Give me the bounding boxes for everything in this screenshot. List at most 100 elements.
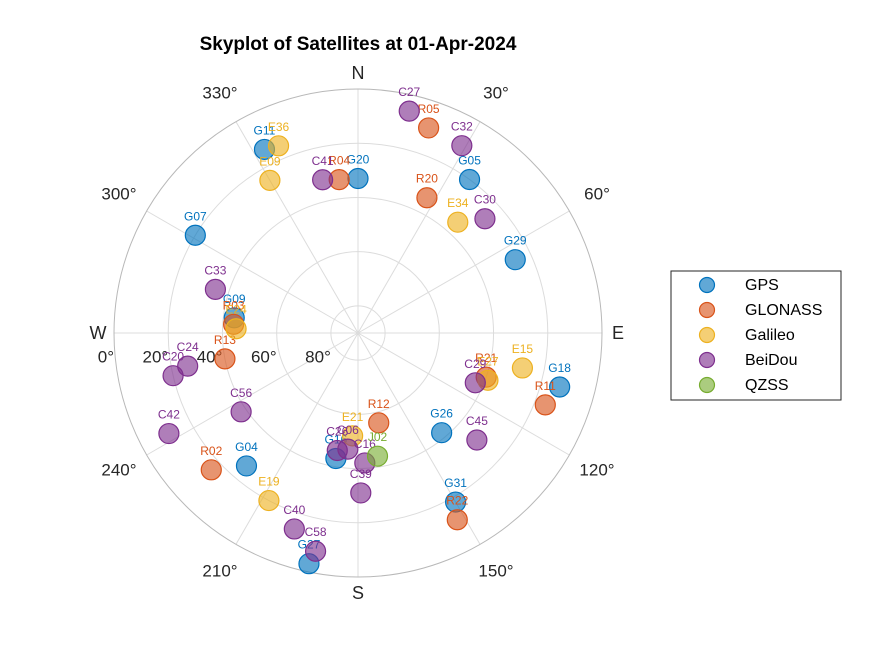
satellite-label: R11 bbox=[535, 379, 556, 393]
azimuth-spoke bbox=[357, 332, 570, 456]
satellite-points: G11G20G05G07G29G09G18G26G16G04G31G27R05R… bbox=[158, 85, 571, 575]
satellite-marker bbox=[312, 169, 334, 191]
legend-label: GPS bbox=[745, 277, 779, 294]
satellite-marker bbox=[534, 394, 556, 416]
satellite-label: C33 bbox=[204, 263, 226, 277]
satellite-marker bbox=[214, 348, 236, 370]
azimuth-tick-label: 60° bbox=[584, 184, 610, 203]
satellite-label: G31 bbox=[444, 476, 467, 490]
satellite-marker bbox=[431, 422, 453, 444]
satellite-marker bbox=[204, 278, 227, 301]
satellite-label: C20 bbox=[162, 350, 184, 364]
compass-label-e: E bbox=[612, 323, 624, 343]
satellite-marker bbox=[511, 357, 534, 379]
satellite-marker bbox=[398, 100, 420, 122]
satellite-label: G20 bbox=[347, 152, 370, 166]
satellite-label: C39 bbox=[350, 467, 372, 481]
series-qzss: J02 bbox=[366, 430, 389, 467]
azimuth-spoke bbox=[146, 332, 359, 456]
satellite-marker bbox=[158, 422, 180, 445]
satellite-marker bbox=[259, 169, 281, 191]
satellite-label: R21 bbox=[475, 351, 497, 365]
satellite-marker bbox=[235, 455, 258, 477]
satellite-label: E21 bbox=[342, 410, 364, 424]
satellite-marker bbox=[466, 429, 488, 451]
satellite-marker bbox=[267, 135, 290, 157]
legend-marker bbox=[698, 301, 716, 319]
satellite-marker bbox=[225, 318, 247, 340]
satellite-label: G04 bbox=[235, 440, 258, 454]
satellite-marker bbox=[549, 376, 571, 398]
satellite-label: C41 bbox=[312, 154, 334, 168]
satellite-marker bbox=[200, 459, 222, 481]
compass-label-s: S bbox=[352, 583, 364, 603]
azimuth-tick-label: 330° bbox=[202, 83, 237, 102]
satellite-marker bbox=[451, 135, 473, 157]
satellite-label: G26 bbox=[430, 407, 453, 421]
chart-title: Skyplot of Satellites at 01-Apr-2024 bbox=[200, 34, 517, 55]
azimuth-tick-label: 120° bbox=[579, 460, 614, 479]
satellite-label: J02 bbox=[368, 430, 388, 444]
legend-label: QZSS bbox=[745, 377, 789, 394]
legend-marker bbox=[698, 326, 716, 344]
satellite-marker bbox=[162, 365, 184, 387]
satellite-label: E27 bbox=[477, 354, 499, 368]
satellite-marker bbox=[177, 355, 199, 377]
satellite-marker bbox=[258, 489, 280, 512]
legend-label: BeiDou bbox=[745, 352, 797, 369]
legend-marker bbox=[698, 276, 716, 294]
azimuth-spoke bbox=[357, 210, 570, 334]
satellite-label: C45 bbox=[466, 414, 488, 428]
satellite-label: C30 bbox=[474, 193, 496, 207]
azimuth-spoke bbox=[235, 121, 359, 334]
satellite-marker bbox=[366, 445, 389, 467]
satellite-marker bbox=[418, 117, 440, 139]
satellite-label: R03 bbox=[223, 298, 245, 312]
satellite-label: R12 bbox=[368, 397, 390, 411]
elevation-tick-label: 60° bbox=[251, 347, 277, 366]
satellite-label: E09 bbox=[259, 154, 281, 168]
satellite-label: C42 bbox=[158, 408, 180, 422]
satellite-label: R02 bbox=[200, 444, 222, 458]
elevation-tick-label: 0° bbox=[98, 347, 114, 366]
satellite-label: E24 bbox=[225, 303, 247, 317]
legend-marker bbox=[698, 376, 716, 394]
satellite-label: E19 bbox=[258, 475, 280, 489]
compass-label-n: N bbox=[352, 63, 365, 83]
satellite-label: R22 bbox=[446, 494, 468, 508]
satellite-label: E34 bbox=[447, 196, 469, 210]
satellite-label: C24 bbox=[177, 340, 199, 354]
azimuth-tick-label: 300° bbox=[101, 184, 136, 203]
satellite-marker bbox=[458, 168, 481, 191]
satellite-label: G09 bbox=[223, 292, 246, 306]
satellite-marker bbox=[504, 249, 526, 271]
satellite-marker bbox=[350, 482, 372, 504]
satellite-marker bbox=[304, 540, 327, 562]
azimuth-spoke bbox=[235, 332, 359, 545]
compass-label-w: W bbox=[90, 323, 107, 343]
elevation-tick-label: 80° bbox=[305, 347, 331, 366]
satellite-label: C26 bbox=[326, 424, 348, 438]
satellite-label: R04 bbox=[328, 154, 350, 168]
legend: GPS GLONASS Galileo BeiDou QZSS bbox=[670, 270, 842, 401]
satellite-label: E15 bbox=[512, 342, 534, 356]
satellite-marker bbox=[347, 167, 369, 190]
satellite-marker bbox=[446, 509, 468, 531]
satellite-label: R20 bbox=[416, 172, 438, 186]
satellite-marker bbox=[416, 187, 438, 209]
azimuth-tick-label: 30° bbox=[483, 83, 509, 102]
satellite-marker bbox=[337, 438, 359, 460]
satellite-label: C40 bbox=[283, 503, 305, 517]
satellite-label: G18 bbox=[548, 361, 571, 375]
legend-marker bbox=[698, 351, 716, 369]
legend-label: GLONASS bbox=[745, 302, 822, 319]
satellite-label: G07 bbox=[184, 209, 207, 223]
azimuth-spoke bbox=[146, 210, 359, 334]
satellite-label: C56 bbox=[230, 386, 252, 400]
satellite-label: C16 bbox=[354, 437, 376, 451]
satellite-label: C06 bbox=[337, 423, 359, 437]
satellite-marker bbox=[464, 372, 486, 394]
